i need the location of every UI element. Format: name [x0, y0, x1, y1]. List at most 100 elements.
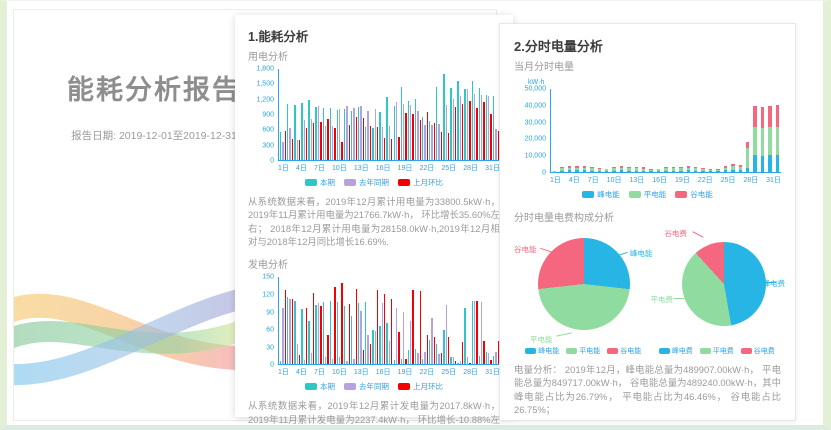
bar-group	[421, 277, 428, 365]
bar-上月环比	[426, 111, 428, 160]
bar-去年同期	[410, 320, 412, 365]
legend-item-本期[interactable]: 本期	[305, 177, 335, 188]
bar-上月环比	[419, 290, 421, 365]
bar-group	[597, 89, 602, 172]
bar-平电能	[745, 147, 750, 169]
power-use-plot[interactable]	[278, 69, 500, 161]
bar-本期	[485, 351, 488, 365]
bar-去年同期	[488, 96, 490, 160]
bar-本期	[407, 101, 410, 160]
bar-group	[492, 277, 499, 365]
x-tick-label: 1日	[278, 369, 289, 377]
bar-group	[582, 89, 587, 172]
bar-本期	[421, 358, 424, 365]
legend-item-峰电能[interactable]: 峰电能	[582, 189, 620, 200]
bar-本期	[287, 104, 289, 160]
bar-去年同期	[317, 303, 320, 365]
bar-上月环比	[476, 300, 478, 365]
legend-item-峰电能[interactable]: 峰电能	[525, 346, 559, 356]
bar-本期	[329, 107, 332, 160]
power-use-chart: 1,800 1,500 1,200 900 600 300 0 1日 4日 7日 10日 13日 16…	[248, 66, 500, 188]
bar-谷电能	[634, 166, 639, 169]
bar-去年同期	[332, 125, 334, 160]
bar-上月环比	[313, 293, 315, 365]
bar-上月环比	[355, 288, 358, 365]
legend-item-平电费[interactable]: 平电费	[699, 346, 734, 356]
bar-去年同期	[402, 312, 405, 365]
bar-本期	[358, 107, 360, 160]
bar-上月环比	[440, 352, 443, 365]
bar-group	[678, 89, 683, 172]
bar-本期	[358, 303, 360, 365]
x-tick-label: 10日	[331, 369, 347, 377]
legend-item-本期[interactable]: 本期	[305, 381, 335, 392]
bar-本期	[471, 81, 473, 160]
x-tick-label: 16日	[375, 165, 391, 172]
legend-swatch	[525, 348, 537, 354]
bar-谷电能	[560, 166, 564, 169]
bar-上月环比	[426, 335, 428, 365]
legend-label: 谷电能	[620, 348, 642, 355]
power-gen-plot[interactable]	[278, 277, 500, 366]
energy-pie-label-peak: 峰电能	[629, 249, 653, 258]
tou-plot[interactable]	[550, 89, 781, 173]
legend-item-平电能[interactable]: 平电能	[566, 346, 600, 356]
legend-item-去年同期[interactable]: 去年同期	[344, 177, 389, 188]
bar-group	[745, 89, 750, 172]
bar-group	[400, 277, 407, 365]
bar-平电能	[686, 167, 691, 171]
legend-item-谷电费[interactable]: 谷电费	[740, 346, 775, 356]
energy-pie[interactable]	[538, 238, 630, 330]
bar-group	[663, 89, 668, 172]
bar-峰电能	[590, 170, 594, 172]
bar-去年同期	[395, 101, 398, 160]
bar-本期	[322, 301, 324, 365]
energy-pie-box: 谷电能 峰电能 平电能 峰电能 平电能 谷电能	[514, 228, 652, 356]
legend-item-去年同期[interactable]: 去年同期	[344, 381, 389, 392]
bar-平电能	[575, 167, 579, 171]
bar-上月环比	[320, 305, 322, 365]
bar-上月环比	[469, 363, 471, 365]
bar-去年同期	[410, 105, 412, 160]
bar-去年同期	[303, 359, 305, 365]
legend-item-平电能[interactable]: 平电能	[628, 189, 666, 200]
power-gen-x-axis: 1日 4日 7日 10日 13日 16日 19日 22日 25日 28日 31日	[278, 367, 500, 377]
bar-去年同期	[353, 359, 355, 365]
bar-峰电能	[708, 171, 713, 172]
bar-本期	[386, 322, 388, 365]
bar-group	[393, 277, 400, 365]
bar-谷电能	[567, 166, 572, 168]
bar-group	[767, 89, 772, 172]
bar-本期	[294, 300, 296, 365]
legend-item-上月环比[interactable]: 上月环比	[398, 381, 443, 392]
legend-item-峰电费[interactable]: 峰电费	[658, 346, 693, 356]
bar-平电能	[627, 168, 631, 171]
bar-平电能	[597, 169, 601, 171]
fee-pie[interactable]	[682, 242, 767, 326]
bar-group	[350, 69, 358, 160]
legend-item-谷电能[interactable]: 谷电能	[675, 189, 713, 200]
legend-item-谷电能[interactable]: 谷电能	[607, 346, 641, 356]
bar-去年同期	[388, 341, 391, 365]
bar-峰电能	[649, 171, 653, 172]
bar-上月环比	[327, 119, 329, 160]
bar-平电能	[582, 167, 587, 171]
bar-去年同期	[374, 330, 376, 365]
bar-group	[671, 89, 676, 172]
bar-上月环比	[284, 130, 287, 160]
legend-item-上月环比[interactable]: 上月环比	[398, 177, 443, 188]
bar-去年同期	[417, 110, 419, 160]
fee-pie-line-flat	[674, 298, 685, 299]
power-use-analysis-text: 从系统数据来看，2019年12月累计用电量为33800.5kW·h， 2019年…	[248, 196, 500, 248]
x-tick-label: 16日	[652, 177, 668, 184]
legend-label: 峰电能	[538, 348, 560, 355]
bar-本期	[329, 300, 332, 365]
bar-本期	[379, 111, 381, 160]
bar-去年同期	[324, 125, 327, 160]
bar-峰电能	[642, 170, 646, 172]
tou-analysis-card: 2.分时电量分析 当月分时电量 kW·h 50,000 40,000 30,000 2…	[499, 23, 796, 421]
bar-上月环比	[291, 299, 294, 365]
legend-swatch	[628, 191, 641, 198]
y-tick-label: 90	[266, 309, 274, 317]
